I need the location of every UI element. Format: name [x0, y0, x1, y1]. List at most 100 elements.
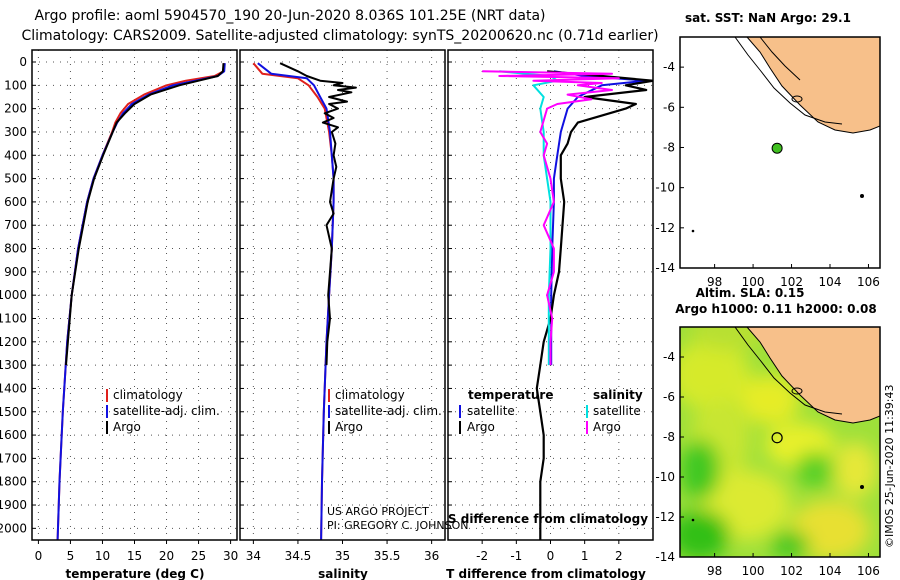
- project-annotation: US ARGO PROJECT: [327, 505, 429, 518]
- map-x-tick-label: 100: [742, 564, 765, 578]
- x-tick-label: -2: [476, 549, 488, 563]
- x-tick-label: 15: [127, 549, 142, 563]
- series-line-satellite-adj-clim-: [56, 63, 226, 540]
- salinity-panel: 34 34.5 35 35.5 36 salinity climatology sate…: [239, 49, 468, 580]
- depth-tick-label: 2000: [0, 521, 27, 535]
- x-tick-label: 36: [424, 549, 439, 563]
- legend-argo-swatch: [106, 421, 108, 434]
- pi-annotation: PI: GREGORY C. JOHNSON: [327, 519, 468, 532]
- sla-map-x-ticks: 98 100 102 104 106: [707, 553, 880, 578]
- x-tick-label: 10: [95, 549, 110, 563]
- map-x-tick-label: 100: [742, 275, 765, 289]
- depth-tick-label: 1500: [0, 405, 27, 419]
- legend-argo-label: Argo: [113, 420, 141, 434]
- legend-salinity-heading: salinity: [593, 388, 643, 402]
- depth-tick-label: 200: [4, 102, 27, 116]
- depth-tick-label: 1200: [0, 335, 27, 349]
- temperature-lines: [56, 63, 226, 540]
- salinity-lines: [252, 62, 357, 540]
- sla-heatmap: [680, 327, 880, 557]
- map-x-tick-label: 98: [707, 564, 722, 578]
- legend-s-argo-swatch: [586, 421, 588, 434]
- depth-tick-label: 400: [4, 148, 27, 162]
- map-y-tick-label: -14: [655, 261, 675, 275]
- map-x-tick-label: 106: [857, 564, 880, 578]
- map-y-tick-label: -6: [663, 390, 675, 404]
- x-tick-label: 0: [35, 549, 43, 563]
- legend-climatology-swatch: [106, 389, 108, 402]
- legend-satellite-swatch: [328, 405, 330, 418]
- legend-satellite-swatch: [106, 405, 108, 418]
- difference-lines: [482, 70, 653, 540]
- x-tick-label: 35.5: [374, 549, 401, 563]
- x-tick-label: 0: [547, 549, 555, 563]
- depth-tick-label: 800: [4, 242, 27, 256]
- sst-map-land: [691, 37, 880, 233]
- map-x-tick-label: 104: [819, 275, 842, 289]
- title-line-2: Climatology: CARS2009. Satellite-adjuste…: [21, 28, 658, 44]
- legend-satellite-label: satellite-adj. clim.: [113, 404, 220, 418]
- temperature-panel: 0 5 10 15 20 25 30 temperature (deg C) climato…: [31, 49, 238, 580]
- map-y-tick-label: -12: [655, 221, 675, 235]
- x-tick-label: 25: [191, 549, 206, 563]
- legend-s-satellite-label: satellite: [593, 404, 641, 418]
- map-y-tick-label: -10: [655, 181, 675, 195]
- map-y-tick-label: -4: [663, 60, 675, 74]
- sla-map-title: Altim. SLA: 0.15: [696, 286, 805, 300]
- temperature-x-ticks: 0 5 10 15 20 25 30: [35, 540, 238, 563]
- depth-tick-label: 1600: [0, 428, 27, 442]
- sst-map-x-ticks: 98 100 102 104 106: [707, 264, 880, 289]
- depth-tick-label: 1900: [0, 498, 27, 512]
- legend-temperature-heading: temperature: [468, 388, 553, 402]
- legend-satellite-label: satellite-adj. clim.: [335, 404, 442, 418]
- legend-argo-label: Argo: [335, 420, 363, 434]
- map-y-tick-label: -6: [663, 100, 675, 114]
- x-tick-label: 20: [159, 549, 174, 563]
- temperature-xlabel: temperature (deg C): [66, 567, 205, 580]
- series-line-temperature-argo: [535, 70, 653, 540]
- series-line-salinity-argo: [482, 70, 620, 366]
- x-tick-label: 35: [335, 549, 350, 563]
- legend-t-argo-swatch: [459, 421, 461, 434]
- legend-climatology-swatch: [328, 389, 330, 402]
- depth-tick-label: 300: [4, 125, 27, 139]
- sst-map-y-ticks: -4 -6 -8 -10 -12 -14: [655, 60, 684, 275]
- x-tick-label: 2: [615, 549, 623, 563]
- depth-tick-label: 1700: [0, 451, 27, 465]
- depth-tick-label: 1000: [0, 288, 27, 302]
- legend-argo-swatch: [328, 421, 330, 434]
- sst-map-frame: [679, 36, 881, 269]
- map-y-tick-label: -14: [655, 550, 675, 564]
- difference-legend: temperature satellite Argo salinity sate…: [459, 388, 643, 434]
- sst-map-title: sat. SST: NaN Argo: 29.1: [685, 11, 851, 25]
- sla-map: Altim. SLA: 0.15 Argo h1000: 0.11 h2000:…: [655, 286, 881, 578]
- sst-map: sat. SST: NaN Argo: 29.1 98 100 102 104 106 …: [655, 11, 881, 289]
- difference-x-ticks: -2 -1 0 1 2: [476, 540, 623, 563]
- x-tick-label: 34.5: [285, 549, 312, 563]
- series-line-climatology: [56, 63, 226, 540]
- map-x-tick-label: 102: [780, 564, 803, 578]
- legend-climatology-label: climatology: [335, 388, 405, 402]
- depth-tick-label: 700: [4, 218, 27, 232]
- s-difference-xlabel: S difference from climatology: [448, 512, 648, 526]
- x-tick-label: 30: [223, 549, 238, 563]
- legend-t-satellite-swatch: [459, 405, 461, 418]
- map-y-tick-label: -8: [663, 430, 675, 444]
- x-tick-label: 5: [67, 549, 75, 563]
- salinity-legend: climatology satellite-adj. clim. Argo: [328, 388, 442, 434]
- series-line-salinity-satellite: [499, 70, 559, 366]
- temperature-grid: [32, 50, 237, 540]
- legend-s-satellite-swatch: [586, 405, 588, 418]
- x-tick-label: -1: [510, 549, 522, 563]
- argo-float-marker: [771, 142, 783, 154]
- depth-tick-label: 500: [4, 172, 27, 186]
- temperature-legend: climatology satellite-adj. clim. Argo: [106, 388, 220, 434]
- t-difference-xlabel: T difference from climatology: [446, 567, 646, 580]
- title-line-1: Argo profile: aoml 5904570_190 20-Jun-20…: [34, 8, 545, 24]
- map-y-tick-label: -4: [663, 350, 675, 364]
- salinity-xlabel: salinity: [318, 567, 368, 580]
- map-y-tick-label: -12: [655, 510, 675, 524]
- depth-tick-label: 600: [4, 195, 27, 209]
- sla-map-subtitle: Argo h1000: 0.11 h2000: 0.08: [675, 302, 876, 316]
